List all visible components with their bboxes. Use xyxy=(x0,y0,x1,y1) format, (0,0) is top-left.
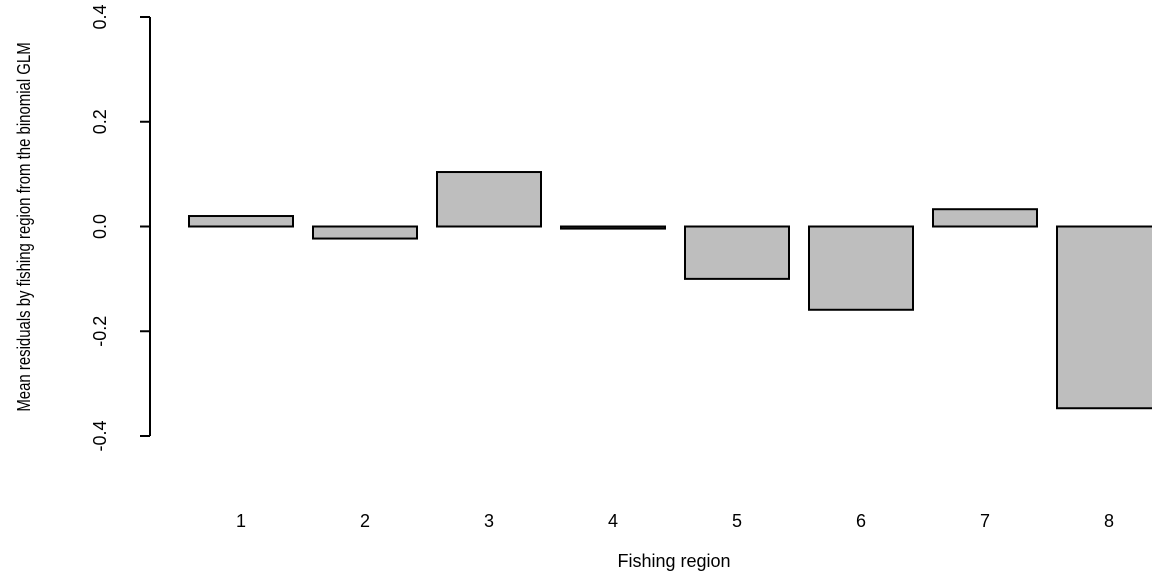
y-tick-label: 0.2 xyxy=(90,109,110,134)
bar-region-1 xyxy=(188,215,294,228)
x-tick-label-3: 3 xyxy=(484,511,494,531)
y-tick-label: -0.2 xyxy=(90,316,110,347)
bar-region-6 xyxy=(808,225,914,311)
bars-layer xyxy=(188,171,1152,410)
x-tick-label-2: 2 xyxy=(360,511,370,531)
x-axis-title: Fishing region xyxy=(617,551,730,571)
y-tick-label: 0.0 xyxy=(90,214,110,239)
x-tick-label-5: 5 xyxy=(732,511,742,531)
bar-region-5 xyxy=(684,225,790,280)
y-axis: -0.4 -0.2 0.0 0.2 0.4 xyxy=(90,4,151,452)
x-tick-label-7: 7 xyxy=(980,511,990,531)
x-tick-label-4: 4 xyxy=(608,511,618,531)
bar-region-2 xyxy=(312,225,418,240)
y-axis-title: Mean residuals by fishing region from th… xyxy=(14,42,35,411)
x-tick-label-8: 8 xyxy=(1104,511,1114,531)
bar-region-7 xyxy=(932,208,1038,228)
y-tick-label: -0.4 xyxy=(90,420,110,451)
bar-region-4 xyxy=(560,225,666,230)
x-tick-label-1: 1 xyxy=(236,511,246,531)
y-tick-label: 0.4 xyxy=(90,4,110,29)
x-tick-labels: 1 2 3 4 5 6 7 8 xyxy=(236,511,1114,531)
bar-region-8 xyxy=(1056,225,1152,410)
x-tick-label-6: 6 xyxy=(856,511,866,531)
bar-region-3 xyxy=(436,171,542,228)
